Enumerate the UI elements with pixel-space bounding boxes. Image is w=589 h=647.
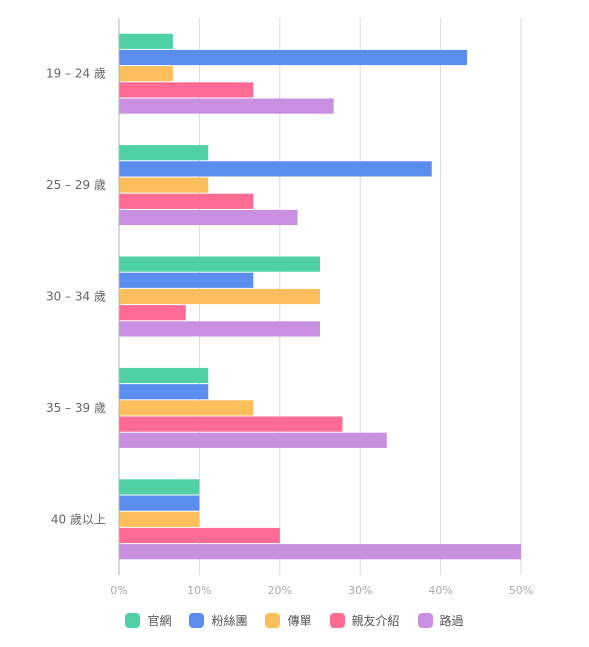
legend-item[interactable]: 路過 xyxy=(417,612,464,629)
y-tick-label: 40 歲以上 xyxy=(51,512,106,526)
bar xyxy=(119,193,254,209)
bar xyxy=(119,305,186,321)
legend-label: 粉絲團 xyxy=(211,614,248,628)
legend-item[interactable]: 官網 xyxy=(125,612,171,629)
legend-label: 路過 xyxy=(439,614,464,628)
legend-swatch xyxy=(125,613,141,628)
legend-item[interactable]: 傳單 xyxy=(265,612,312,629)
bar xyxy=(119,145,209,161)
bar xyxy=(119,527,280,544)
x-tick-label: 0% xyxy=(110,584,127,597)
bar xyxy=(119,209,298,226)
bar xyxy=(119,82,254,98)
bar xyxy=(119,416,343,432)
bar xyxy=(119,321,320,337)
legend-swatch xyxy=(417,613,433,628)
y-tick-label: 30 – 34 歲 xyxy=(46,290,106,304)
x-tick-label: 20% xyxy=(268,584,292,597)
legend: 官網 粉絲團 傳單 親友介紹 路過 xyxy=(0,612,589,629)
bar xyxy=(119,432,387,448)
bar xyxy=(119,367,209,384)
bar xyxy=(119,256,320,272)
legend-label: 親友介紹 xyxy=(351,614,400,628)
bar xyxy=(119,495,200,511)
bar xyxy=(119,33,173,49)
y-tick-label: 25 – 29 歲 xyxy=(46,178,106,192)
legend-label: 傳單 xyxy=(287,614,312,628)
bar xyxy=(119,288,320,305)
legend-swatch xyxy=(189,613,205,628)
y-tick-label: 35 – 39 歲 xyxy=(46,401,106,415)
bar xyxy=(119,544,521,560)
bar xyxy=(119,98,334,114)
legend-label: 官網 xyxy=(147,614,172,628)
legend-item[interactable]: 親友介紹 xyxy=(329,612,400,629)
bar xyxy=(119,384,209,400)
bar xyxy=(119,177,209,193)
legend-swatch xyxy=(329,613,345,628)
x-tick-label: 30% xyxy=(348,584,372,597)
y-tick-label: 19 – 24 歲 xyxy=(46,67,106,81)
legend-item[interactable]: 粉絲團 xyxy=(189,612,247,629)
x-tick-label: 10% xyxy=(187,584,211,597)
bar xyxy=(119,511,200,527)
bar xyxy=(119,400,254,416)
bar xyxy=(119,161,432,177)
x-tick-label: 50% xyxy=(509,584,533,597)
x-tick-label: 40% xyxy=(428,584,452,597)
bar xyxy=(119,66,173,82)
legend-swatch xyxy=(265,613,281,628)
bar xyxy=(119,479,200,495)
bar xyxy=(119,272,254,288)
bar xyxy=(119,49,468,66)
